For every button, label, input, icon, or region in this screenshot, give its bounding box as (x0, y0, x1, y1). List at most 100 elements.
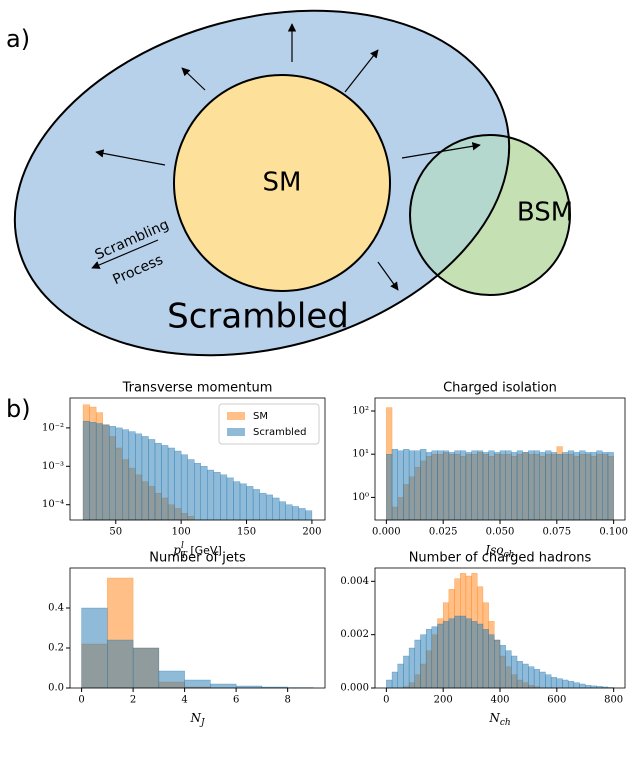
bar (135, 434, 142, 520)
bar (506, 651, 512, 688)
bar (511, 452, 517, 520)
x-axis-label: Nch (488, 711, 510, 728)
diagram: a) SM BSM Scrambled Scrambling Process (0, 0, 573, 408)
chart-title: Charged isolation (443, 381, 557, 396)
bar (494, 640, 500, 688)
y-tick-label: 10⁻² (42, 422, 64, 433)
bar (500, 645, 506, 688)
bar (517, 451, 523, 520)
bar (210, 684, 236, 688)
bar (580, 451, 586, 520)
bar (517, 661, 523, 688)
x-tick-label: 800 (604, 695, 623, 706)
bar (220, 475, 227, 520)
bar (122, 430, 129, 520)
bar (266, 495, 273, 520)
x-tick-label: 150 (237, 527, 256, 538)
bar (494, 452, 500, 520)
legend-label: Scrambled (253, 427, 306, 438)
bar (506, 451, 512, 520)
bar (392, 449, 398, 520)
bar (477, 451, 483, 520)
x-tick-label: 2 (130, 695, 136, 706)
bar (279, 502, 286, 520)
x-tick-label: 50 (109, 527, 122, 538)
bar (260, 493, 267, 520)
chart-title: Number of charged hadrons (409, 551, 592, 566)
chart-title: Number of jets (149, 551, 246, 566)
bar (299, 508, 306, 520)
sm-label: SM (263, 168, 302, 198)
bar (534, 669, 540, 688)
bar (472, 621, 478, 688)
bar (511, 656, 517, 688)
bar (103, 425, 110, 520)
bar (523, 452, 529, 520)
bar (181, 455, 188, 520)
bar (96, 424, 103, 520)
bar (585, 685, 591, 688)
bar (432, 627, 438, 688)
x-tick-label: 0 (78, 695, 84, 706)
bar (483, 452, 489, 520)
bar (133, 648, 159, 688)
bar (432, 451, 438, 520)
bar (116, 428, 123, 520)
bar (194, 463, 201, 520)
bar (489, 635, 495, 688)
y-tick-label: 0.002 (340, 629, 369, 640)
bar (386, 454, 392, 520)
bar (545, 451, 551, 520)
bar (214, 472, 221, 520)
bar (292, 506, 299, 520)
x-tick-label: 100 (172, 527, 191, 538)
bar (90, 422, 97, 520)
y-tick-label: 0.004 (340, 576, 369, 587)
bar (551, 677, 557, 688)
bar (443, 621, 449, 688)
bar (472, 451, 478, 520)
bar (247, 486, 254, 520)
bar (273, 498, 280, 520)
bar (591, 452, 597, 520)
bar (185, 680, 211, 688)
bar (240, 484, 247, 520)
scrambled-label: Scrambled (167, 297, 349, 337)
bar (168, 448, 175, 520)
bar (420, 449, 426, 520)
y-tick-label: 10⁻⁴ (42, 499, 64, 510)
bar (305, 511, 312, 520)
bar (460, 451, 466, 520)
bar (386, 680, 392, 688)
bar (443, 451, 449, 520)
bar (415, 451, 421, 520)
x-axis-label-sub: ch (500, 718, 511, 728)
bar (426, 452, 432, 520)
bar (403, 656, 409, 688)
bar (580, 684, 586, 688)
y-tick-label: 10⁻³ (42, 461, 64, 472)
bar (602, 452, 608, 520)
legend-label: SM (253, 411, 268, 422)
bar (175, 451, 182, 520)
bar (83, 421, 90, 520)
bar (398, 664, 404, 688)
bar (392, 672, 398, 688)
bar (455, 616, 461, 688)
x-tick-label: 6 (233, 695, 239, 706)
bar (545, 675, 551, 688)
bar (155, 443, 162, 520)
bar (528, 451, 534, 520)
bar (415, 640, 421, 688)
bar (227, 478, 234, 520)
x-tick-label: 0.075 (542, 527, 571, 538)
bar (466, 452, 472, 520)
legend-swatch (227, 412, 245, 420)
y-tick-label: 0.000 (340, 683, 369, 694)
bar (82, 608, 108, 688)
x-axis-label-main: N (488, 711, 500, 725)
bar (557, 679, 563, 688)
x-tick-label: 600 (547, 695, 566, 706)
bar (500, 451, 506, 520)
bar (540, 452, 546, 520)
